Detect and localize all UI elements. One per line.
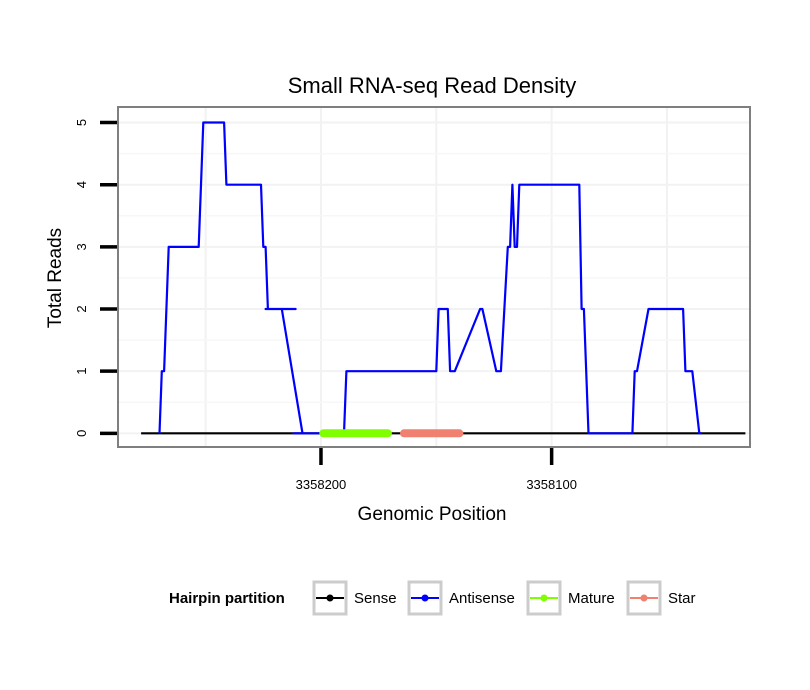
axes: 0 1 2 3 4 5 3358200 3358100 xyxy=(74,119,577,492)
series-line-antisense xyxy=(158,121,702,435)
legend-key-dot xyxy=(540,594,548,602)
series-layer xyxy=(141,121,746,438)
legend-label: Star xyxy=(668,590,696,607)
x-tick-label: 3358100 xyxy=(526,477,577,492)
legend-entry-sense: Sense xyxy=(312,580,397,616)
legend-title: Hairpin partition xyxy=(169,590,285,607)
legend-label: Sense xyxy=(354,590,397,607)
y-tick-label: 0 xyxy=(74,430,89,437)
legend-entry-antisense: Antisense xyxy=(407,580,515,616)
y-tick-label: 3 xyxy=(74,243,89,250)
legend-label: Mature xyxy=(568,590,615,607)
y-tick-label: 1 xyxy=(74,368,89,375)
legend-key-dot xyxy=(326,594,334,602)
legend-key-dot xyxy=(421,594,429,602)
y-tick-label: 5 xyxy=(74,119,89,126)
x-tick-label: 3358200 xyxy=(296,477,347,492)
legend-entry-star: Star xyxy=(626,580,696,616)
y-axis-title: Total Reads xyxy=(45,228,66,328)
legend-entry-mature: Mature xyxy=(526,580,615,616)
y-tick-label: 2 xyxy=(74,305,89,312)
x-axis-title: Genomic Position xyxy=(358,504,507,525)
chart-title: Small RNA-seq Read Density xyxy=(288,73,577,98)
y-tick-label: 4 xyxy=(74,181,89,188)
legend-key-dot xyxy=(640,594,648,602)
legend: Hairpin partition Sense Antisense Mature Sta… xyxy=(169,580,696,616)
plot-panel xyxy=(117,106,751,448)
legend-label: Antisense xyxy=(449,590,515,607)
